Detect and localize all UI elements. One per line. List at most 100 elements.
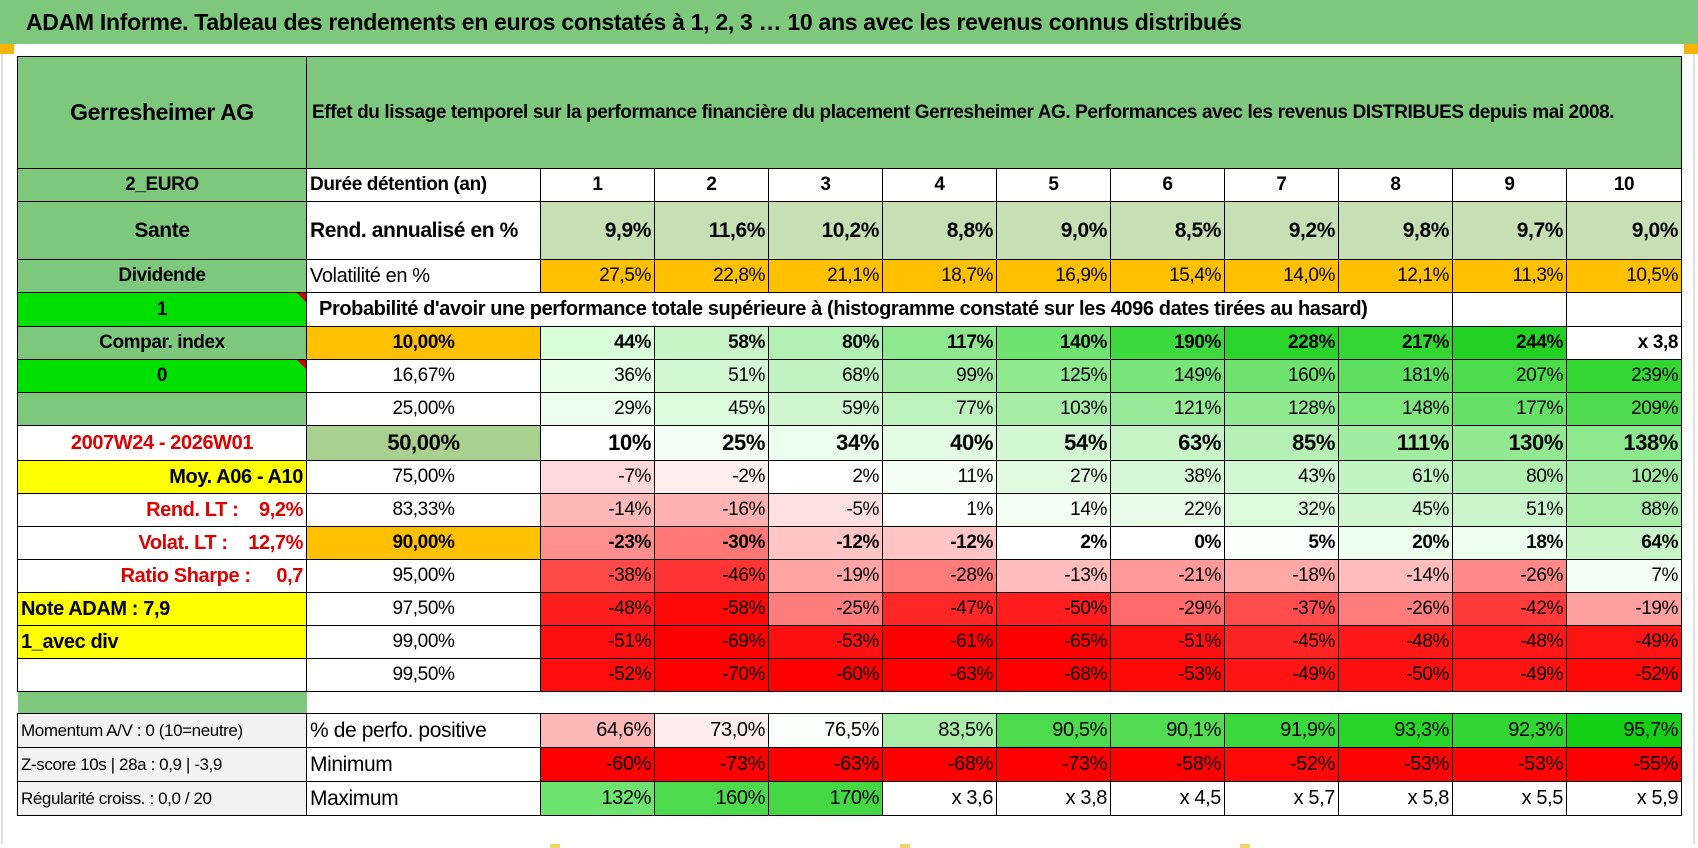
quantile-cell: 128% — [1224, 392, 1339, 426]
proba-header-row: 1 Probabilité d'avoir une performance to… — [17, 292, 1683, 327]
quantile-cell: -60% — [768, 658, 883, 692]
quantile-cell: 38% — [1110, 460, 1225, 494]
year-header: 2 — [654, 168, 769, 202]
quantile-cell: 209% — [1565, 392, 1683, 426]
quantile-cell: 14% — [996, 493, 1111, 527]
gap-cell — [307, 692, 1682, 714]
quantile-cell: 44% — [540, 326, 655, 360]
vol-cell: 15,4% — [1110, 259, 1225, 293]
quantile-cell: 121% — [1110, 392, 1225, 426]
type-label: Dividende — [17, 259, 307, 293]
quantile-cell: -12% — [882, 526, 997, 560]
quantile-cell: 177% — [1452, 392, 1567, 426]
year-header: 9 — [1452, 168, 1567, 202]
bottom-tick-mark — [1240, 844, 1250, 848]
max-cell: x 3,6 — [882, 781, 997, 816]
quantile-cell: -12% — [768, 526, 883, 560]
quantile-cell: -16% — [654, 493, 769, 527]
flag-one: 1 — [17, 292, 307, 327]
min-cell: -63% — [768, 747, 883, 782]
rend-label: Rend. annualisé en % — [306, 201, 541, 260]
quantile-cell: -18% — [1224, 559, 1339, 593]
vol-cell: 18,7% — [882, 259, 997, 293]
quantile-row: Ratio Sharpe : 0,7 95,00% -38% -46% -19%… — [17, 559, 1683, 593]
quantile-cell: 0% — [1110, 526, 1225, 560]
quantile-cell: -49% — [1565, 625, 1683, 659]
quantile-cell: -28% — [882, 559, 997, 593]
empty-green-cell — [17, 392, 307, 426]
quantile-cell: 45% — [1338, 493, 1453, 527]
year-header: 5 — [996, 168, 1111, 202]
quantile-cell: 68% — [768, 359, 883, 393]
quantile-cell: 40% — [882, 425, 997, 461]
quantile-cell: 51% — [1452, 493, 1567, 527]
rend-lt-label: Rend. LT : 9,2% — [17, 493, 307, 527]
quantile-cell: -42% — [1452, 592, 1567, 626]
quantile-cell: 51% — [654, 359, 769, 393]
min-cell: -73% — [996, 747, 1111, 782]
median-row: 2007W24 - 2026W01 50,00% 10% 25% 34% 40%… — [17, 425, 1683, 461]
empty-cell — [1565, 292, 1683, 327]
gap-row — [17, 691, 1682, 714]
quantile-row: 99,50% -52% -70% -60% -63% -68% -53% -49… — [17, 658, 1683, 692]
quantile-cell: 111% — [1338, 425, 1453, 461]
quantile-cell: 228% — [1224, 326, 1339, 360]
max-cell: 160% — [654, 781, 769, 816]
rend-cell: 8,8% — [882, 201, 997, 260]
sector-label: Sante — [17, 201, 307, 260]
quantile-label: 99,00% — [306, 625, 541, 659]
quantile-row: Compar. index 10,00% 44% 58% 80% 117% 14… — [17, 326, 1683, 360]
pos-cell: 83,5% — [882, 713, 997, 748]
quantile-cell: 25% — [654, 425, 769, 461]
quantile-cell: -68% — [996, 658, 1111, 692]
quantile-cell: 148% — [1338, 392, 1453, 426]
quantile-cell: -65% — [996, 625, 1111, 659]
maximum-row: Régularité croiss. : 0,0 / 20 Maximum 13… — [17, 781, 1683, 816]
quantile-cell: 149% — [1110, 359, 1225, 393]
quantile-cell: 11% — [882, 460, 997, 494]
quantile-cell: 207% — [1452, 359, 1567, 393]
max-cell: x 4,5 — [1110, 781, 1225, 816]
pos-label: % de perfo. positive — [306, 713, 541, 748]
vol-cell: 14,0% — [1224, 259, 1339, 293]
quantile-row: 1_avec div 99,00% -51% -69% -53% -61% -6… — [17, 625, 1683, 659]
quantile-cell: -38% — [540, 559, 655, 593]
year-header: 4 — [882, 168, 997, 202]
quantile-cell: -52% — [1565, 658, 1683, 692]
quantile-row: 25,00% 29% 45% 59% 77% 103% 121% 128% 14… — [17, 392, 1683, 426]
quantile-cell: 29% — [540, 392, 655, 426]
max-cell: x 5,9 — [1565, 781, 1683, 816]
max-cell: x 3,8 — [996, 781, 1111, 816]
quantile-cell: 102% — [1565, 460, 1683, 494]
rend-cell: 8,5% — [1110, 201, 1225, 260]
quantile-cell: -29% — [1110, 592, 1225, 626]
quantile-cell: 244% — [1452, 326, 1567, 360]
rend-cell: 10,2% — [768, 201, 883, 260]
vol-cell: 16,9% — [996, 259, 1111, 293]
max-cell: x 5,5 — [1452, 781, 1567, 816]
quantile-cell: 59% — [768, 392, 883, 426]
quantile-cell: 64% — [1565, 526, 1683, 560]
max-cell: x 5,8 — [1338, 781, 1453, 816]
quantile-cell: -13% — [996, 559, 1111, 593]
pos-cell: 64,6% — [540, 713, 655, 748]
quantile-cell: -2% — [654, 460, 769, 494]
gap-green-cell — [17, 691, 307, 714]
quantile-cell: -50% — [996, 592, 1111, 626]
rend-cell: 11,6% — [654, 201, 769, 260]
pos-cell: 90,1% — [1110, 713, 1225, 748]
min-cell: -52% — [1224, 747, 1339, 782]
quantile-cell: 160% — [1224, 359, 1339, 393]
quantile-cell: 181% — [1338, 359, 1453, 393]
pos-cell: 90,5% — [996, 713, 1111, 748]
rend-row: Sante Rend. annualisé en % 9,9% 11,6% 10… — [17, 201, 1683, 260]
quantile-cell: 7% — [1565, 559, 1683, 593]
quantile-cell: -52% — [540, 658, 655, 692]
rend-cell: 9,7% — [1452, 201, 1567, 260]
performance-table: Gerresheimer AG Effet du lissage tempore… — [17, 56, 1683, 816]
quantile-cell: -61% — [882, 625, 997, 659]
momentum-label: Momentum A/V : 0 (10=neutre) — [17, 713, 307, 748]
left-frame-line — [1, 54, 3, 844]
vol-cell: 11,3% — [1452, 259, 1567, 293]
year-header: 8 — [1338, 168, 1453, 202]
